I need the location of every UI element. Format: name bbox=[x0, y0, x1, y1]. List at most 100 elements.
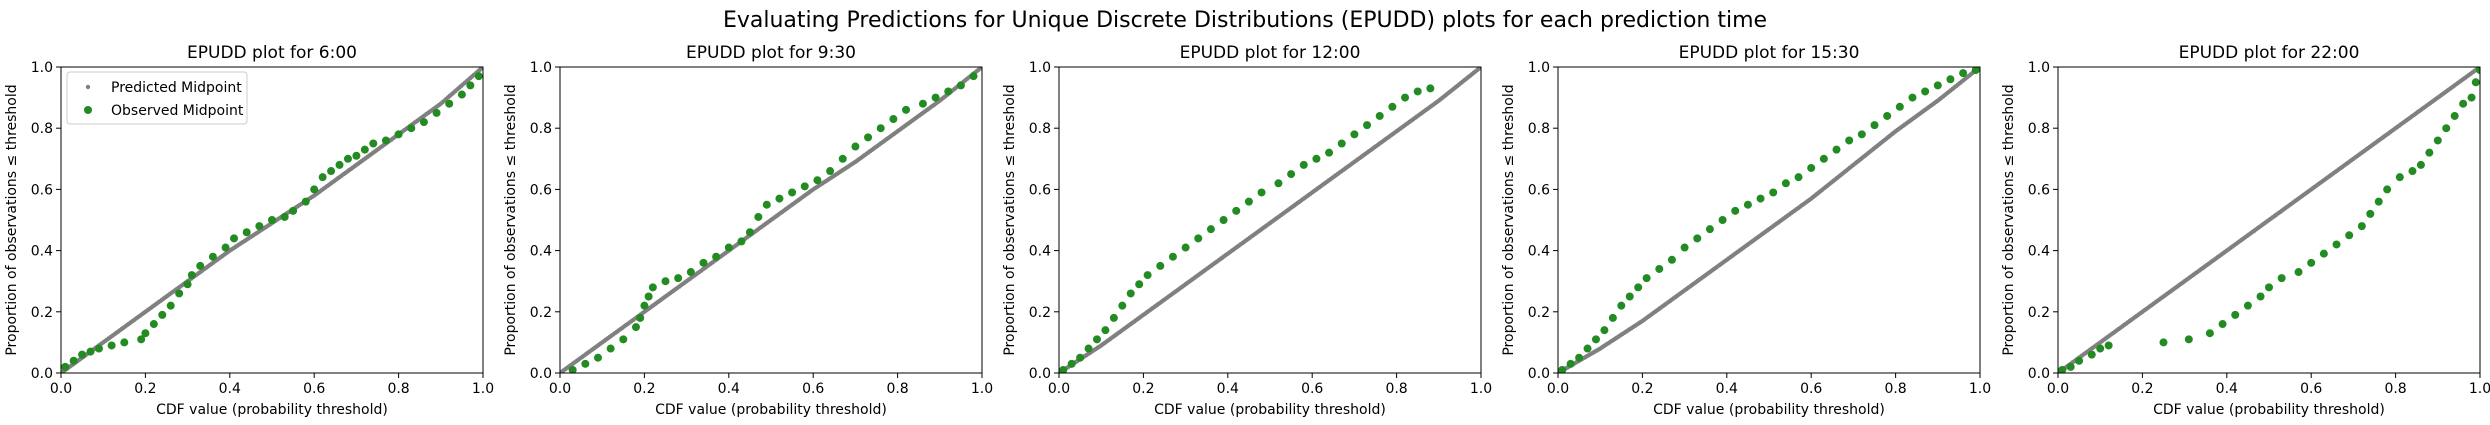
observed-point bbox=[445, 99, 454, 108]
panel-title: EPUDD plot for 9:30 bbox=[686, 43, 856, 63]
observed-point bbox=[2218, 320, 2227, 329]
panel-title: EPUDD plot for 12:00 bbox=[1180, 43, 1361, 63]
x-tick-label: 0.4 bbox=[1217, 381, 1239, 397]
observed-point bbox=[2345, 231, 2354, 240]
x-tick-label: 0.6 bbox=[1800, 381, 1822, 397]
panel-5: EPUDD plot for 22:00 0.0 0.2 0.4 0.6 0.8 1.0 0.… bbox=[2001, 43, 2490, 418]
observed-point bbox=[1566, 359, 1575, 368]
observed-point bbox=[813, 176, 822, 185]
y-axis-label: Proportion of observations ≤ threshold bbox=[1501, 84, 1517, 355]
observed-point bbox=[1895, 102, 1904, 111]
predicted-point bbox=[1478, 67, 1481, 70]
x-tick-label: 0.4 bbox=[2216, 381, 2238, 397]
observed-point bbox=[1274, 179, 1283, 188]
observed-point bbox=[2277, 274, 2286, 283]
observed-point bbox=[2104, 341, 2113, 350]
observed-point bbox=[606, 344, 615, 353]
observed-point bbox=[94, 344, 103, 353]
observed-point bbox=[1845, 136, 1854, 145]
observed-point bbox=[1375, 111, 1384, 120]
x-tick-label: 0.0 bbox=[2047, 381, 2069, 397]
observed-point bbox=[457, 90, 466, 99]
observed-point bbox=[838, 154, 847, 163]
x-tick-label: 0.2 bbox=[1132, 381, 1154, 397]
observed-point bbox=[1617, 301, 1626, 310]
observed-point bbox=[918, 99, 927, 108]
observed-point bbox=[2256, 292, 2265, 301]
observed-point bbox=[1608, 313, 1617, 322]
panel-title: EPUDD plot for 6:00 bbox=[187, 43, 357, 63]
observed-point bbox=[1143, 271, 1152, 280]
y-tick-label: 0.8 bbox=[1029, 121, 1051, 137]
observed-point bbox=[1655, 264, 1664, 273]
observed-point bbox=[1946, 75, 1955, 84]
observed-point bbox=[2425, 148, 2434, 157]
x-axis-label: CDF value (probability threshold) bbox=[1154, 402, 1386, 418]
legend-observed-marker bbox=[84, 106, 92, 114]
observed-point bbox=[2159, 338, 2168, 347]
observed-point bbox=[1426, 84, 1435, 93]
observed-point bbox=[1591, 335, 1600, 344]
x-tick-label: 0.6 bbox=[802, 381, 824, 397]
observed-point bbox=[931, 93, 940, 102]
x-tick-label: 0.2 bbox=[134, 381, 156, 397]
observed-point bbox=[183, 280, 192, 289]
observed-point bbox=[593, 353, 602, 362]
observed-point bbox=[775, 194, 784, 203]
observed-series bbox=[61, 72, 483, 371]
observed-point bbox=[2066, 362, 2075, 371]
axes-frame bbox=[2057, 66, 2481, 374]
observed-point bbox=[1350, 130, 1359, 139]
axes-frame bbox=[559, 66, 983, 374]
predicted-series bbox=[2058, 67, 2480, 373]
observed-point bbox=[1933, 81, 1942, 90]
panels: EPUDD plot for 6:00 0.0 0.2 0.4 0.6 0.8 1.0 0.0… bbox=[4, 43, 2490, 418]
observed-point bbox=[754, 212, 763, 221]
x-tick-label: 1.0 bbox=[2469, 381, 2490, 397]
observed-point bbox=[369, 139, 378, 148]
observed-point bbox=[788, 188, 797, 197]
x-tick-label: 1.0 bbox=[1969, 381, 1991, 397]
observed-point bbox=[137, 335, 146, 344]
observed-point bbox=[2450, 111, 2459, 120]
y-tick-label: 0.2 bbox=[1029, 305, 1051, 321]
x-tick-label: 0.4 bbox=[219, 381, 241, 397]
figure-title: Evaluating Predictions for Unique Discre… bbox=[723, 8, 1767, 33]
observed-series bbox=[2058, 67, 2480, 373]
x-axis-label: CDF value (probability threshold) bbox=[156, 402, 388, 418]
observed-point bbox=[2416, 160, 2425, 169]
observed-point bbox=[221, 243, 230, 252]
observed-point bbox=[474, 72, 483, 81]
observed-point bbox=[381, 136, 390, 145]
observed-point bbox=[2332, 240, 2341, 249]
observed-point bbox=[86, 347, 95, 356]
y-tick-label: 0.4 bbox=[1029, 244, 1051, 260]
observed-point bbox=[1971, 67, 1980, 75]
observed-point bbox=[78, 350, 87, 359]
legend-predicted-label: Predicted Midpoint bbox=[111, 80, 242, 96]
observed-point bbox=[1401, 93, 1410, 102]
observed-point bbox=[432, 108, 441, 117]
observed-point bbox=[2476, 67, 2480, 75]
observed-point bbox=[864, 133, 873, 142]
observed-point bbox=[360, 145, 369, 154]
observed-point bbox=[1312, 154, 1321, 163]
observed-point bbox=[120, 338, 129, 347]
observed-point bbox=[1299, 160, 1308, 169]
observed-point bbox=[876, 124, 885, 133]
x-tick-label: 0.2 bbox=[2131, 381, 2153, 397]
observed-point bbox=[1558, 365, 1567, 373]
observed-point bbox=[2075, 356, 2084, 365]
panel-2: EPUDD plot for 9:30 0.0 0.2 0.4 0.6 0.8 1.0 0.0… bbox=[503, 43, 993, 418]
observed-point bbox=[2265, 283, 2273, 292]
observed-point bbox=[2357, 222, 2366, 231]
observed-point bbox=[107, 341, 116, 350]
observed-point bbox=[1642, 274, 1651, 283]
y-tick-label: 0.8 bbox=[2028, 121, 2050, 137]
observed-point bbox=[2307, 258, 2316, 267]
observed-point bbox=[158, 310, 167, 319]
observed-point bbox=[1634, 283, 1643, 292]
observed-point bbox=[800, 182, 809, 191]
observed-point bbox=[301, 197, 310, 206]
